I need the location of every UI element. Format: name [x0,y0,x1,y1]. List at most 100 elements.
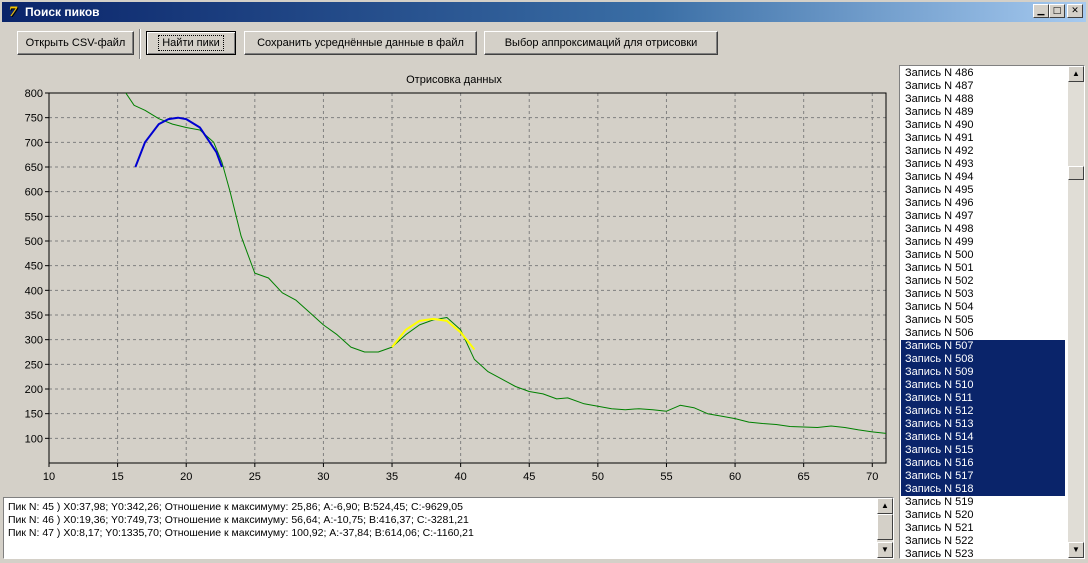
y-tick-label: 750 [25,113,43,125]
record-item[interactable]: Запись N 519 [905,496,974,508]
chart-series [125,92,887,434]
record-item[interactable]: Запись N 495 [905,184,974,196]
y-tick-label: 200 [25,384,43,396]
x-axis: 10 15 20 25 30 35 40 45 50 55 60 65 70 [43,463,878,483]
record-item[interactable]: Запись N 491 [905,132,974,144]
title-bar[interactable]: 7 Поиск пиков ▁ □ ✕ [2,2,1086,22]
x-tick-label: 60 [729,471,741,483]
x-tick-label: 40 [455,471,467,483]
record-item[interactable]: Запись N 508 [901,353,1065,366]
open-csv-button[interactable]: Открыть CSV-файл [17,31,134,55]
y-tick-label: 450 [25,261,43,273]
records-list[interactable]: Запись N 486 Запись N 487 Запись N 488 Запи… [899,65,1085,559]
x-tick-label: 25 [249,471,261,483]
log-line: Пик N: 46 ) X0:19,36; Y0:749,73; Отношен… [8,514,469,526]
record-item[interactable]: Запись N 490 [905,119,974,131]
y-tick-label: 150 [25,409,43,421]
y-tick-label: 400 [25,285,43,297]
record-item[interactable]: Запись N 504 [905,301,974,313]
y-tick-label: 250 [25,359,43,371]
peak-log[interactable]: Пик N: 45 ) X0:37,98; Y0:342,26; Отношен… [3,497,894,559]
y-tick-label: 700 [25,137,43,149]
scroll-down-icon[interactable]: ▼ [1068,542,1084,558]
record-item[interactable]: Запись N 507 [901,340,1065,353]
record-item[interactable]: Запись N 523 [905,548,974,559]
record-item[interactable]: Запись N 505 [905,314,974,326]
record-item[interactable]: Запись N 513 [901,418,1065,431]
record-item[interactable]: Запись N 509 [901,366,1065,379]
chart-grid [48,92,886,463]
record-item[interactable]: Запись N 497 [905,210,974,222]
record-item[interactable]: Запись N 516 [901,457,1065,470]
record-item[interactable]: Запись N 501 [905,262,974,274]
record-item[interactable]: Запись N 489 [905,106,974,118]
x-tick-label: 45 [523,471,535,483]
record-item[interactable]: Запись N 494 [905,171,974,183]
x-tick-label: 30 [317,471,329,483]
record-item[interactable]: Запись N 511 [901,392,1065,405]
scroll-up-icon[interactable]: ▲ [877,498,893,514]
close-icon[interactable]: ✕ [1067,4,1083,18]
green-data-line [125,92,887,434]
find-peaks-button[interactable]: Найти пики [146,31,236,55]
maximize-icon[interactable]: □ [1049,4,1065,18]
log-line: Пик N: 45 ) X0:37,98; Y0:342,26; Отношен… [8,501,463,513]
chart-panel: Отрисовка данных 100 150 200 250 300 350 400 45… [2,65,896,493]
record-item[interactable]: Запись N 488 [905,93,974,105]
blue-fit-line [134,116,223,168]
y-axis: 100 150 200 250 300 350 400 450 500 550 600 650 700 7… [25,88,49,445]
y-tick-label: 600 [25,187,43,199]
record-item[interactable]: Запись N 522 [905,535,974,547]
record-item[interactable]: Запись N 521 [905,522,974,534]
data-chart[interactable]: Отрисовка данных 100 150 200 250 300 350 400 45… [2,65,896,493]
record-item[interactable]: Запись N 499 [905,236,974,248]
select-approximations-label: Выбор аппроксимаций для отрисовки [504,37,698,49]
record-item[interactable]: Запись N 514 [901,431,1065,444]
find-peaks-label: Найти пики [158,35,224,51]
x-tick-label: 10 [43,471,55,483]
y-tick-label: 500 [25,236,43,248]
record-item[interactable]: Запись N 518 [901,483,1065,496]
yellow-fit-line [391,317,476,351]
record-item[interactable]: Запись N 512 [901,405,1065,418]
record-item[interactable]: Запись N 506 [905,327,974,339]
records-scrollbar[interactable]: ▲ ▼ [1068,66,1084,558]
record-item[interactable]: Запись N 487 [905,80,974,92]
record-item[interactable]: Запись N 502 [905,275,974,287]
record-item[interactable]: Запись N 486 [905,67,974,79]
toolbar-separator [139,29,141,59]
select-approximations-button[interactable]: Выбор аппроксимаций для отрисовки [484,31,718,55]
minimize-icon[interactable]: ▁ [1033,4,1049,18]
record-item[interactable]: Запись N 498 [905,223,974,235]
save-averaged-button[interactable]: Сохранить усреднённые данные в файл [244,31,477,55]
x-tick-label: 15 [111,471,123,483]
scroll-up-icon[interactable]: ▲ [1068,66,1084,82]
record-item[interactable]: Запись N 517 [901,470,1065,483]
record-item[interactable]: Запись N 500 [905,249,974,261]
x-tick-label: 55 [660,471,672,483]
x-tick-label: 50 [592,471,604,483]
plot-frame [48,92,887,464]
log-scroll-thumb[interactable] [877,514,893,540]
record-item[interactable]: Запись N 496 [905,197,974,209]
window-controls: ▁ □ ✕ [1033,4,1083,18]
y-tick-label: 300 [25,335,43,347]
toolbar: Открыть CSV-файл Найти пики Сохранить ус… [0,23,1088,63]
record-item[interactable]: Запись N 515 [901,444,1065,457]
log-scrollbar[interactable]: ▲ ▼ [877,498,893,558]
record-item[interactable]: Запись N 520 [905,509,974,521]
y-tick-label: 650 [25,162,43,174]
x-tick-label: 65 [798,471,810,483]
chart-title: Отрисовка данных [406,74,502,86]
y-tick-label: 100 [25,433,43,445]
records-scroll-thumb[interactable] [1068,166,1084,180]
scroll-down-icon[interactable]: ▼ [877,542,893,558]
log-line: Пик N: 47 ) X0:8,17; Y0:1335,70; Отношен… [8,527,474,539]
app-icon: 7 [8,4,18,20]
record-item[interactable]: Запись N 503 [905,288,974,300]
record-item[interactable]: Запись N 492 [905,145,974,157]
record-item[interactable]: Запись N 510 [901,379,1065,392]
record-item[interactable]: Запись N 493 [905,158,974,170]
y-tick-label: 350 [25,310,43,322]
